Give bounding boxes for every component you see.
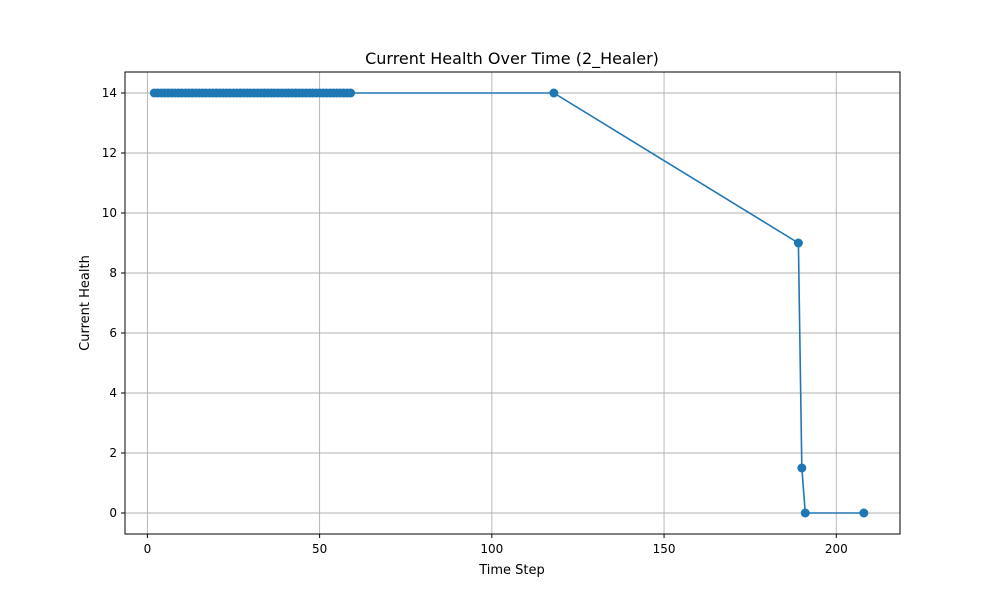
y-tick-label: 2: [109, 446, 117, 460]
x-tick-label: 50: [312, 542, 327, 556]
plot-frame: [124, 71, 901, 535]
x-tick-label: 100: [480, 542, 503, 556]
y-tick-label: 6: [109, 326, 117, 340]
data-point: [346, 88, 356, 98]
chart-title: Current Health Over Time (2_Healer): [365, 49, 659, 69]
data-point: [793, 238, 803, 248]
x-tick-label: 0: [144, 542, 152, 556]
y-tick-label: 4: [109, 386, 117, 400]
y-tick-label: 8: [109, 266, 117, 280]
y-tick-label: 0: [109, 506, 117, 520]
series-layer: [149, 88, 869, 518]
y-axis-ticks: 0 2 4 6 8 10 12 14: [102, 86, 125, 520]
y-tick-label: 12: [102, 146, 117, 160]
data-point: [800, 508, 810, 518]
x-tick-label: 150: [653, 542, 676, 556]
x-tick-label: 200: [825, 542, 848, 556]
x-axis-ticks: 0 50 100 150 200: [144, 534, 848, 556]
data-point: [797, 463, 807, 473]
grid-lines: [125, 72, 900, 534]
data-point: [549, 88, 559, 98]
plot-area-background: [125, 72, 900, 534]
y-tick-label: 14: [102, 86, 117, 100]
y-tick-label: 10: [102, 206, 117, 220]
y-axis-label: Current Health: [78, 255, 93, 351]
x-axis-label: Time Step: [478, 563, 545, 578]
data-point: [859, 508, 869, 518]
